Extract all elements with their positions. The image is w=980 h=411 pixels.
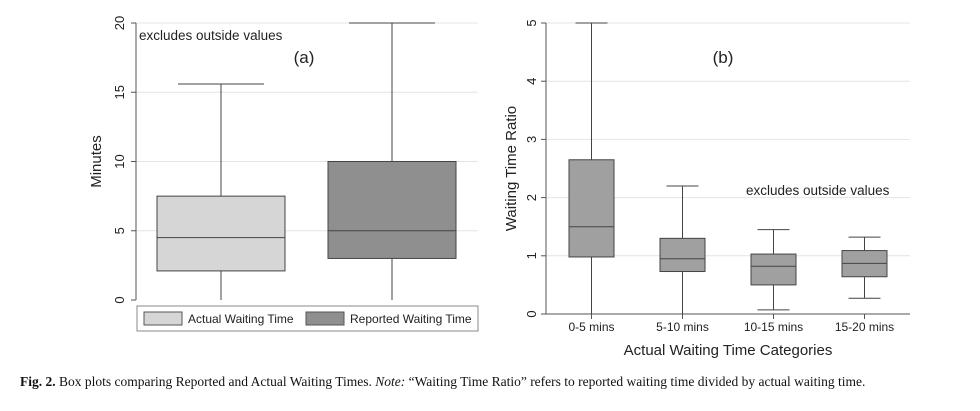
panel-b-box	[750, 253, 797, 286]
panel-b-annotation: excludes outside values	[746, 183, 890, 198]
panel-b-y-axis-label: Waiting Time Ratio	[503, 106, 520, 231]
panel-a-box	[156, 195, 286, 272]
panel-b-y-tick-label: 3	[524, 136, 539, 143]
panel-b-y-tick-label: 2	[524, 194, 539, 201]
figure-caption: Fig. 2. Box plots comparing Reported and…	[20, 374, 970, 390]
panel-b-x-tick-label: 10-15 mins	[744, 320, 803, 334]
panel-b-y-tick-label: 4	[524, 78, 539, 85]
panel-b-y-tick-label: 1	[524, 252, 539, 259]
panel-a-annotation: excludes outside values	[139, 28, 283, 43]
panel-b-y-tick-label: 0	[524, 310, 539, 317]
panel-b-box	[568, 159, 615, 258]
panel-a-y-tick-label: 0	[112, 296, 127, 303]
panel-a-box	[327, 161, 457, 259]
legend-label: Actual Waiting Time	[188, 312, 294, 326]
panel-a-y-tick-label: 10	[112, 154, 127, 168]
panel-b-x-axis-label: Actual Waiting Time Categories	[624, 342, 833, 359]
panel-a-y-tick-label: 20	[112, 16, 127, 30]
caption-note-label: Note:	[375, 374, 406, 389]
panel-a-label: (a)	[294, 48, 315, 67]
panel-a-y-axis-label: Minutes	[88, 135, 105, 188]
panel-a-y-tick-label: 15	[112, 85, 127, 99]
panel-b-x-tick-label: 5-10 mins	[656, 320, 709, 334]
panel-a-y-tick-label: 5	[112, 227, 127, 234]
legend-swatch	[143, 311, 183, 326]
caption-label: Fig. 2.	[20, 374, 56, 389]
panel-a-legend	[136, 305, 479, 332]
legend-label: Reported Waiting Time	[350, 312, 472, 326]
caption-note-text: “Waiting Time Ratio” refers to reported …	[408, 374, 866, 389]
panel-b-x-tick-label: 15-20 mins	[835, 320, 894, 334]
panel-b-y-tick-label: 5	[524, 19, 539, 26]
caption-text: Box plots comparing Reported and Actual …	[59, 374, 372, 389]
panel-b-label: (b)	[713, 48, 734, 67]
legend-swatch	[305, 311, 345, 326]
panel-b-x-tick-label: 0-5 mins	[568, 320, 614, 334]
panel-b-box	[659, 237, 706, 273]
